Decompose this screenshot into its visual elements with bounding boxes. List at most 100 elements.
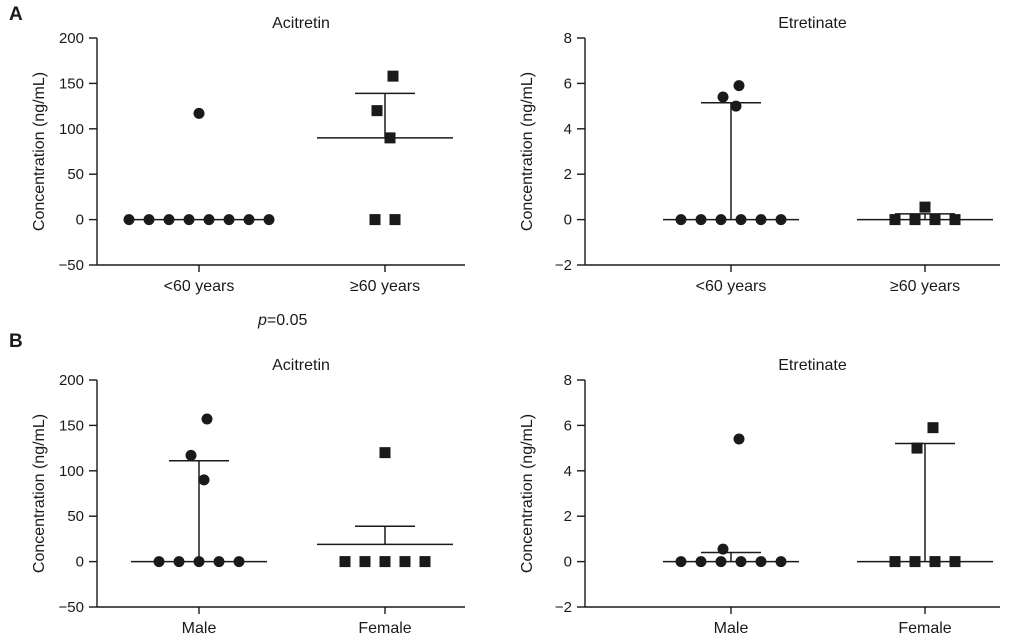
data-point	[185, 449, 197, 461]
data-point	[419, 556, 431, 568]
data-point	[389, 214, 401, 226]
data-point	[263, 214, 275, 226]
y-tick-label: −2	[555, 599, 572, 616]
data-point	[889, 214, 901, 226]
y-tick-label: 2	[564, 166, 572, 183]
y-tick-label: 8	[564, 30, 572, 47]
data-point	[730, 100, 742, 112]
data-point	[909, 214, 921, 226]
y-tick-label: 200	[59, 30, 84, 47]
data-point	[339, 556, 351, 568]
p-value-note: p=0.05	[258, 312, 307, 330]
data-point	[733, 80, 745, 92]
y-tick-label: 150	[59, 75, 84, 92]
x-tick-label: Female	[358, 620, 411, 636]
y-tick-label: 4	[564, 121, 572, 138]
data-point	[909, 556, 921, 568]
p-value: =0.05	[266, 312, 308, 329]
y-tick-label: 2	[564, 508, 572, 525]
data-point	[735, 214, 747, 226]
data-point	[715, 556, 727, 568]
data-point	[143, 214, 155, 226]
data-point	[163, 214, 175, 226]
data-point	[919, 201, 931, 213]
y-tick-label: −50	[59, 257, 84, 274]
p-symbol: p	[258, 312, 267, 329]
data-point	[379, 447, 391, 459]
y-tick-label: 150	[59, 417, 84, 434]
data-point	[379, 556, 391, 568]
data-point	[927, 422, 939, 434]
y-tick-label: 8	[564, 372, 572, 389]
data-point	[369, 214, 381, 226]
y-axis-label: Concentration (ng/mL)	[31, 72, 48, 231]
data-point	[733, 433, 745, 445]
data-point	[717, 91, 729, 103]
x-tick-label: Male	[182, 620, 217, 636]
chart-title: Etretinate	[778, 15, 847, 32]
panel-label-a: A	[9, 4, 23, 25]
x-tick-label: <60 years	[696, 278, 767, 295]
x-tick-label: Male	[714, 620, 749, 636]
data-point	[755, 556, 767, 568]
y-tick-label: 4	[564, 463, 572, 480]
x-tick-label: ≥60 years	[890, 278, 960, 295]
data-point	[715, 214, 727, 226]
chart-title: Acitretin	[272, 15, 330, 32]
data-point	[949, 214, 961, 226]
y-axis-label: Concentration (ng/mL)	[31, 414, 48, 573]
data-point	[949, 556, 961, 568]
data-point	[399, 556, 411, 568]
data-point	[359, 556, 371, 568]
y-tick-label: −2	[555, 257, 572, 274]
y-tick-label: 200	[59, 372, 84, 389]
data-point	[675, 214, 687, 226]
y-tick-label: 0	[564, 554, 572, 571]
y-tick-label: 0	[76, 212, 84, 229]
x-tick-label: ≥60 years	[350, 278, 420, 295]
data-point	[233, 556, 245, 568]
chart-title: Acitretin	[272, 357, 330, 374]
panel-label-b: B	[9, 331, 23, 352]
y-tick-label: 6	[564, 75, 572, 92]
y-tick-label: 0	[76, 554, 84, 571]
data-point	[675, 556, 687, 568]
data-point	[203, 214, 215, 226]
data-point	[911, 442, 923, 454]
data-point	[193, 556, 205, 568]
data-point	[183, 214, 195, 226]
data-point	[755, 214, 767, 226]
data-point	[889, 556, 901, 568]
data-point	[193, 107, 205, 119]
data-point	[123, 214, 135, 226]
data-point	[153, 556, 165, 568]
x-tick-label: Female	[898, 620, 951, 636]
y-tick-label: 50	[67, 508, 84, 525]
data-point	[198, 474, 210, 486]
y-tick-label: −50	[59, 599, 84, 616]
y-tick-label: 6	[564, 417, 572, 434]
data-point	[371, 105, 383, 117]
data-point	[223, 214, 235, 226]
data-point	[695, 556, 707, 568]
data-point	[735, 556, 747, 568]
data-point	[775, 214, 787, 226]
y-axis-label: Concentration (ng/mL)	[519, 72, 536, 231]
x-tick-label: <60 years	[164, 278, 235, 295]
y-tick-label: 50	[67, 166, 84, 183]
data-point	[387, 70, 399, 82]
y-tick-label: 100	[59, 121, 84, 138]
y-tick-label: 0	[564, 212, 572, 229]
y-tick-label: 100	[59, 463, 84, 480]
data-point	[173, 556, 185, 568]
data-point	[929, 214, 941, 226]
chart-title: Etretinate	[778, 357, 847, 374]
data-point	[213, 556, 225, 568]
data-point	[384, 132, 396, 144]
data-point	[775, 556, 787, 568]
y-axis-label: Concentration (ng/mL)	[519, 414, 536, 573]
data-point	[695, 214, 707, 226]
data-point	[929, 556, 941, 568]
data-point	[717, 543, 729, 555]
